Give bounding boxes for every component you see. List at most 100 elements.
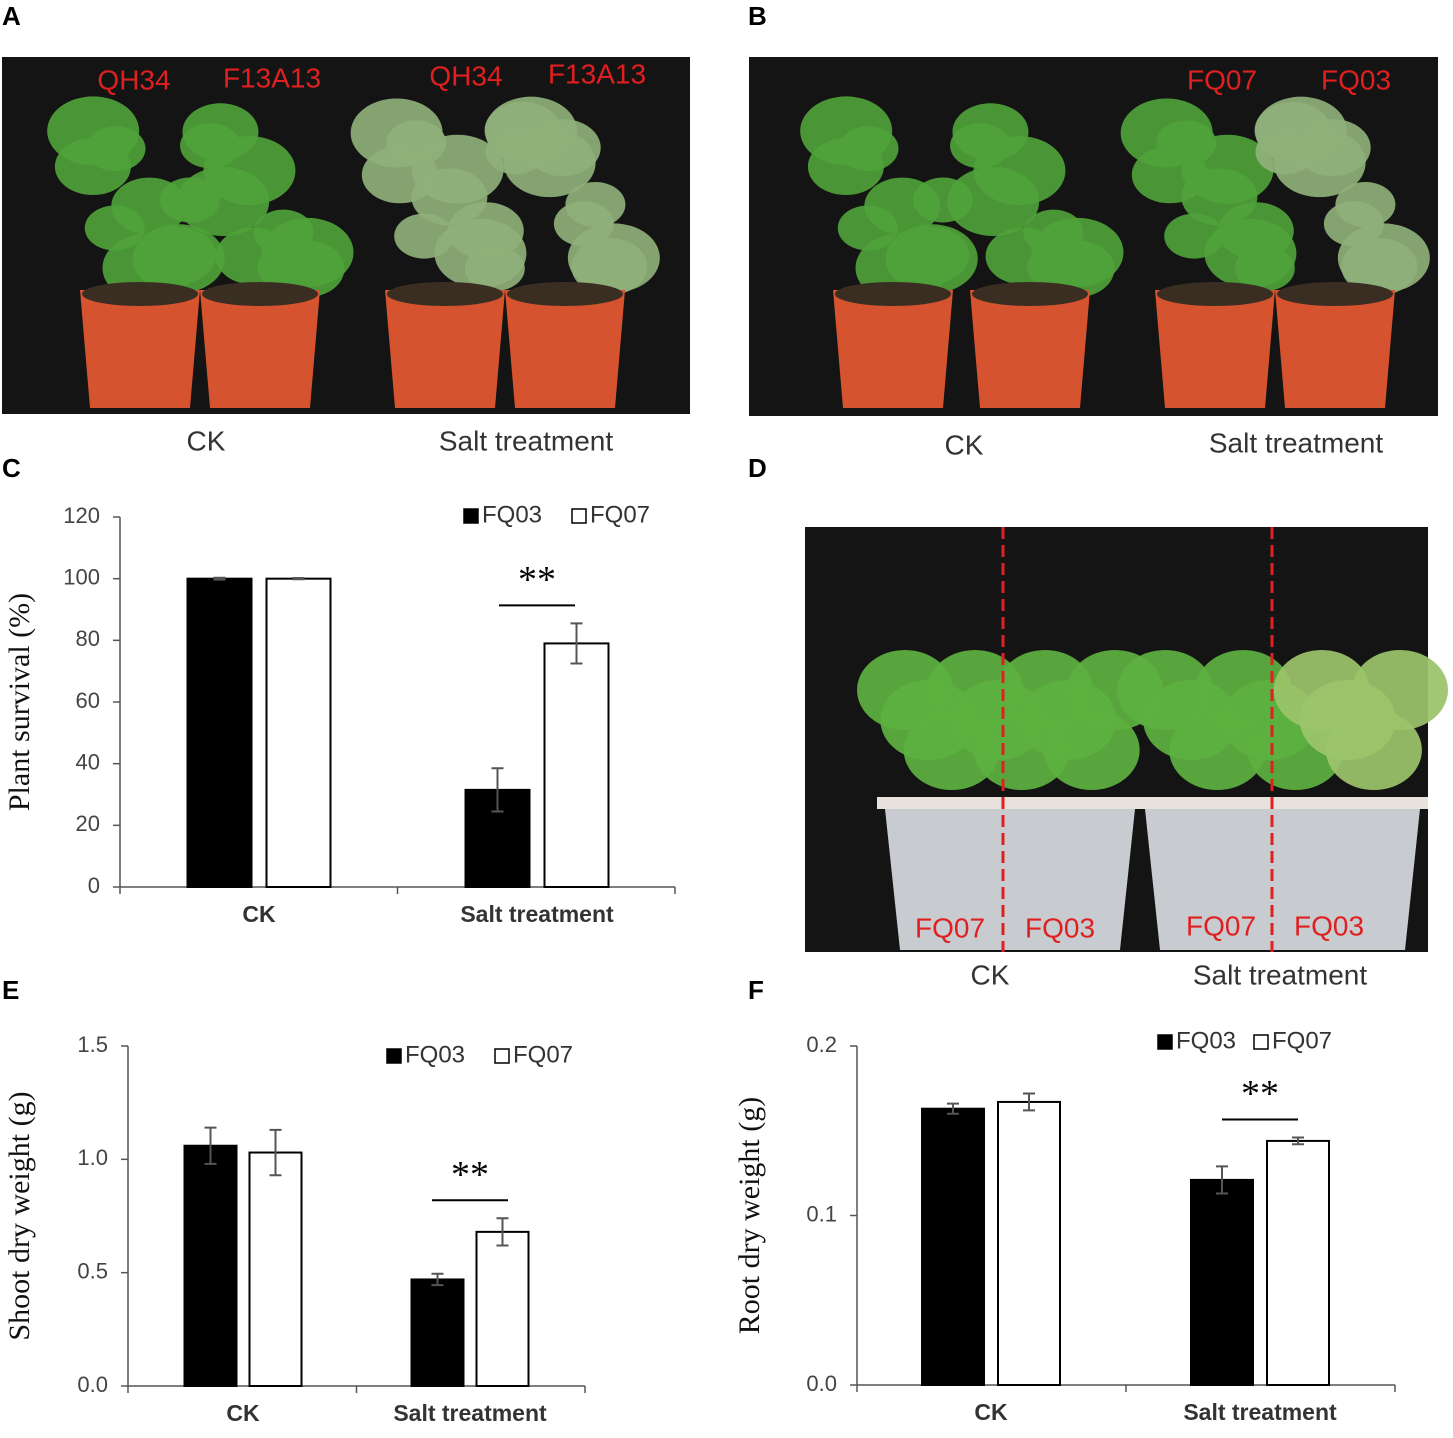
significance-label: ** (1241, 1073, 1279, 1115)
error-bar (1292, 1136, 1304, 1146)
bar (997, 1100, 1061, 1387)
pot (505, 290, 625, 408)
y-tick-label: 100 (63, 564, 100, 589)
photo-label: FQ07 (1187, 64, 1257, 95)
legend-swatch (571, 508, 587, 524)
y-tick-label: 40 (76, 749, 100, 774)
y-tick-label: 20 (76, 811, 100, 836)
leaf (1031, 217, 1124, 287)
error-bar (1023, 1092, 1035, 1112)
leaf (1335, 182, 1396, 228)
photo-label: FQ07 (915, 912, 985, 943)
photo-caption: Salt treatment (1209, 427, 1384, 458)
photo-caption: CK (971, 959, 1010, 990)
pot (1155, 290, 1275, 408)
pot (200, 290, 320, 408)
legend-label: FQ03 (405, 1041, 465, 1068)
leaf (1352, 650, 1448, 730)
x-tick-label: CK (974, 1399, 1008, 1425)
photo-caption: Salt treatment (439, 425, 614, 456)
error-bar (496, 1217, 509, 1247)
legend-label: FQ07 (513, 1041, 573, 1068)
bar (410, 1278, 465, 1388)
leaf (411, 134, 504, 204)
leaf (1255, 96, 1348, 166)
bar (921, 1107, 985, 1386)
y-tick-label: 1.5 (77, 1032, 108, 1057)
legend-label: FQ03 (482, 501, 542, 528)
bar (248, 1151, 303, 1387)
soil (82, 282, 198, 306)
photo-layer: QH34 F13A13 QH34 F13A13 CK Salt treatment FQ07… (2, 57, 1448, 990)
bar (183, 1144, 238, 1387)
error-bar (570, 622, 583, 665)
photo-caption: Salt treatment (1193, 959, 1368, 990)
legend-label: FQ07 (1272, 1027, 1332, 1054)
leaf (203, 136, 296, 206)
pot (385, 290, 505, 408)
bar (475, 1230, 530, 1388)
pot (80, 290, 200, 408)
legend-swatch (463, 508, 479, 524)
bar (186, 577, 253, 889)
leaf (85, 126, 146, 172)
soil (1157, 282, 1273, 306)
photo-label: FQ03 (1321, 64, 1391, 95)
leaf (885, 224, 978, 294)
x-tick-label: Salt treatment (1183, 1399, 1337, 1425)
error-bar (269, 1128, 282, 1177)
panel-label: E (2, 975, 19, 1005)
leaf (1325, 710, 1422, 790)
y-axis-label: Root dry weight (g) (733, 1097, 766, 1334)
pot (1275, 290, 1395, 408)
error-bar (213, 576, 226, 581)
x-tick-label: CK (226, 1400, 260, 1426)
y-tick-label: 60 (76, 688, 100, 713)
x-tick-label: Salt treatment (393, 1400, 547, 1426)
bar (1266, 1139, 1330, 1387)
photo-label: FQ03 (1294, 910, 1364, 941)
leaf (111, 177, 188, 235)
pot (970, 290, 1090, 408)
leaf (1181, 134, 1274, 204)
photo-label: F13A13 (223, 62, 321, 93)
panel-label: D (748, 453, 767, 483)
leaf (1043, 710, 1140, 790)
error-bar (947, 1102, 959, 1115)
legend-swatch (386, 1048, 402, 1064)
y-axis-label: Shoot dry weight (g) (3, 1091, 36, 1340)
error-bar (292, 577, 305, 581)
panel-label: B (748, 1, 767, 31)
error-bar (204, 1126, 217, 1165)
soil (507, 282, 623, 306)
leaf (1217, 202, 1294, 260)
x-tick-label: Salt treatment (460, 901, 614, 927)
soil (202, 282, 318, 306)
legend-swatch (494, 1048, 510, 1064)
y-tick-label: 1.0 (77, 1145, 108, 1170)
y-axis-label: Plant survival (%) (3, 593, 36, 811)
leaf (485, 96, 578, 166)
panel-label: F (748, 975, 764, 1005)
photo-label: FQ03 (1025, 912, 1095, 943)
photo-label: QH34 (97, 64, 170, 95)
bar (265, 577, 332, 889)
y-tick-label: 0.2 (806, 1032, 837, 1057)
tray (877, 797, 1143, 809)
y-tick-label: 120 (63, 503, 100, 528)
significance-label: ** (518, 559, 556, 601)
panel-label: C (2, 453, 21, 483)
photo-label: F13A13 (548, 58, 646, 89)
leaf (565, 182, 626, 228)
legend-swatch (1157, 1034, 1173, 1050)
error-bar (431, 1272, 444, 1287)
photo-label: FQ07 (1186, 910, 1256, 941)
soil (972, 282, 1088, 306)
error-bar (491, 767, 504, 813)
leaf (447, 202, 524, 260)
photo-caption: CK (187, 425, 226, 456)
pot (833, 290, 953, 408)
significance-label: ** (451, 1154, 489, 1196)
leaf (973, 136, 1066, 206)
